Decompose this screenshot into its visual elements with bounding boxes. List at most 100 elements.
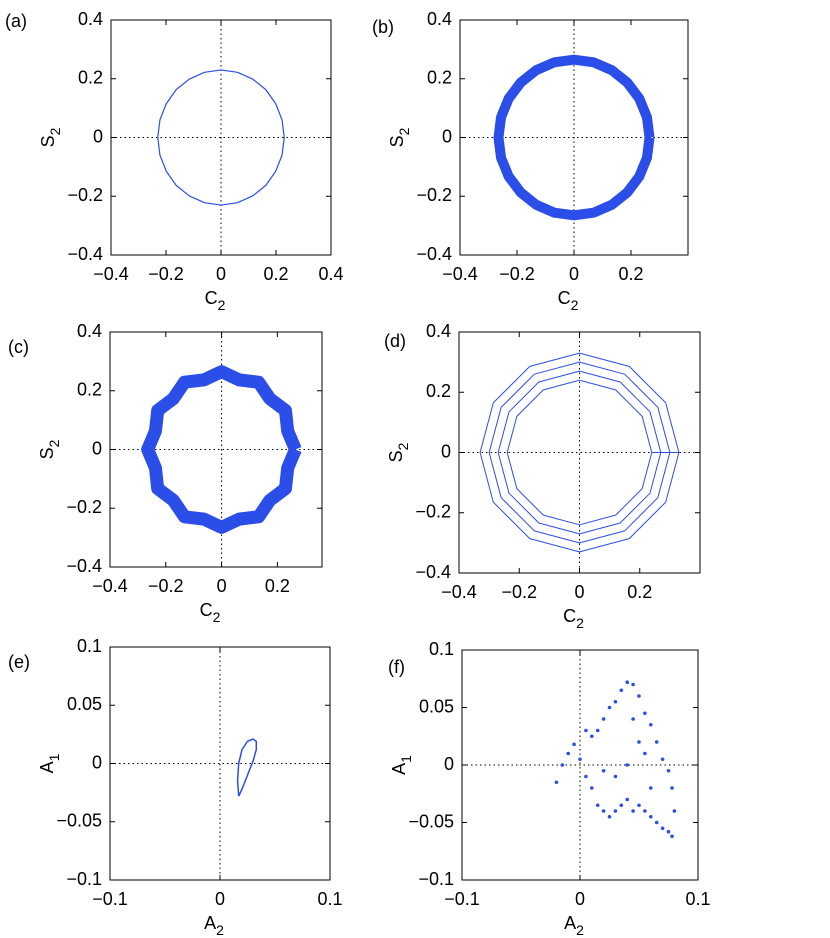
point: [649, 814, 653, 819]
panel-label: (c): [8, 337, 29, 357]
x-tick-label: −0.1: [444, 889, 480, 909]
point: [660, 757, 665, 762]
x-axis-label-base: A: [564, 913, 576, 933]
point: [590, 734, 594, 739]
trajectory: [493, 54, 655, 221]
x-axis-label: C2: [205, 288, 226, 313]
y-axis-label-base: S: [37, 447, 57, 459]
panel-label: (b): [372, 17, 394, 37]
y-tick-label: −0.4: [415, 562, 451, 582]
y-tick-label: −0.2: [67, 185, 103, 205]
y-tick-label: −0.4: [67, 244, 103, 264]
y-axis-label-sub: 2: [396, 127, 412, 135]
y-tick-label: −0.4: [66, 556, 102, 576]
x-tick-label: −0.4: [442, 264, 478, 284]
y-tick-label: 0.4: [78, 9, 103, 29]
y-axis-label-base: A: [389, 763, 409, 775]
y-tick-label: 0: [442, 126, 452, 146]
x-axis-label-base: C: [205, 288, 218, 308]
point: [590, 786, 594, 790]
point: [625, 797, 629, 802]
y-tick-label: 0.1: [77, 636, 102, 656]
y-tick-label: 0.1: [429, 639, 454, 659]
x-axis-label-sub: 2: [216, 922, 224, 938]
x-tick-label: 0.1: [685, 889, 710, 909]
y-axis-label-sub: 1: [46, 753, 62, 761]
x-tick-label: 0.1: [317, 889, 342, 909]
point: [654, 740, 659, 744]
point: [670, 786, 674, 790]
point: [613, 774, 618, 779]
point: [660, 826, 665, 831]
point: [601, 768, 606, 773]
point: [613, 699, 618, 704]
y-tick-label: −0.2: [66, 497, 102, 517]
x-tick-label: 0.2: [618, 264, 643, 284]
y-tick-label: 0.2: [78, 68, 103, 88]
y-tick-label: 0.2: [427, 68, 452, 88]
point: [578, 757, 582, 762]
y-axis-label-sub: 1: [398, 755, 414, 763]
x-axis-label: C2: [200, 600, 221, 625]
y-tick-label: −0.1: [418, 869, 454, 889]
x-tick-label: 0: [215, 889, 225, 909]
y-axis-label-base: A: [37, 761, 57, 773]
point: [649, 786, 653, 790]
point: [649, 722, 653, 727]
y-tick-label: 0: [444, 754, 454, 774]
y-axis-label-base: S: [386, 450, 406, 462]
y-tick-label: 0.4: [427, 9, 452, 29]
x-axis-label-sub: 2: [571, 297, 579, 313]
x-tick-label: −0.1: [92, 889, 128, 909]
y-tick-label: 0.4: [426, 321, 451, 341]
point: [643, 809, 647, 813]
y-tick-label: 0: [92, 438, 102, 458]
point: [672, 809, 677, 813]
point: [666, 829, 671, 834]
point: [601, 809, 606, 813]
x-tick-label: −0.2: [148, 576, 184, 596]
x-tick-label: 0: [569, 264, 579, 284]
y-tick-label: −0.05: [408, 811, 454, 831]
y-tick-label: 0.2: [77, 380, 102, 400]
y-tick-label: 0: [92, 752, 102, 772]
x-tick-label: 0.2: [265, 576, 290, 596]
x-tick-label: 0: [575, 889, 585, 909]
point: [637, 740, 641, 744]
panel-label: (f): [388, 657, 405, 677]
y-axis-label: A1: [389, 755, 414, 775]
x-tick-label: 0: [216, 264, 226, 284]
x-axis-label-base: C: [563, 606, 576, 626]
point: [572, 742, 576, 747]
point: [637, 694, 641, 698]
y-tick-label: −0.2: [416, 185, 452, 205]
panel-label: (d): [384, 331, 406, 351]
trajectory: [157, 69, 285, 206]
y-axis-label: S2: [387, 127, 412, 147]
y-axis-label: S2: [37, 439, 62, 459]
y-tick-label: 0.4: [77, 321, 102, 341]
x-tick-label: 0.4: [318, 264, 343, 284]
point: [613, 809, 618, 813]
point: [637, 803, 641, 808]
x-axis-label-sub: 2: [576, 615, 584, 631]
x-tick-label: −0.4: [92, 576, 128, 596]
x-axis-label: C2: [563, 606, 584, 631]
y-axis-label: A1: [37, 753, 62, 773]
point: [643, 711, 647, 716]
x-axis-label-sub: 2: [576, 922, 584, 938]
y-axis-label: S2: [38, 127, 63, 147]
point: [595, 803, 600, 808]
x-tick-label: −0.2: [148, 264, 184, 284]
y-tick-label: 0: [93, 126, 103, 146]
y-axis-label-base: S: [38, 135, 58, 147]
y-tick-label: −0.05: [56, 811, 102, 831]
y-axis-label: S2: [386, 442, 411, 462]
y-tick-label: 0.2: [426, 381, 451, 401]
point: [631, 682, 635, 687]
point: [619, 688, 624, 693]
point: [631, 717, 635, 721]
y-axis-label-sub: 2: [47, 127, 63, 135]
